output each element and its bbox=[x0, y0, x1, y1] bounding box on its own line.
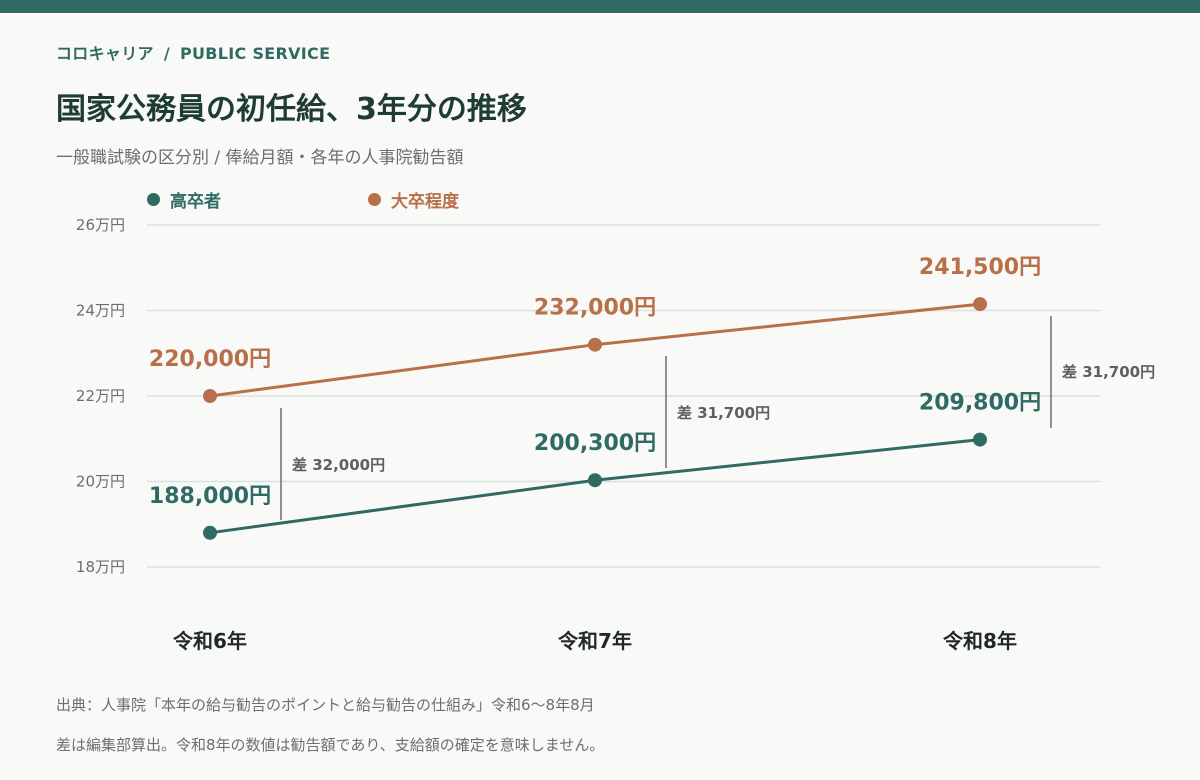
data-point bbox=[588, 337, 602, 352]
data-point bbox=[203, 525, 217, 540]
calculation-note: 差は編集部算出。令和8年の数値は勧告額であり、支給額の確定を意味しません。 bbox=[56, 736, 605, 754]
brand-name[interactable]: コロキャリア bbox=[56, 44, 154, 63]
y-tick-label: 18万円 bbox=[76, 558, 125, 576]
legend-marker-university bbox=[368, 193, 381, 206]
breadcrumb-separator: / bbox=[163, 44, 170, 63]
data-label: 200,300円 bbox=[534, 431, 656, 456]
x-tick-label: 令和8年 bbox=[943, 629, 1017, 653]
data-label: 209,800円 bbox=[919, 391, 1041, 416]
section-name[interactable]: PUBLIC SERVICE bbox=[179, 44, 331, 63]
label-layer: 令和6年 令和7年 令和8年 188,000円 200,300円 209,800円 220,… bbox=[149, 255, 1041, 653]
y-tick-label: 24万円 bbox=[76, 302, 125, 320]
y-tick-label: 22万円 bbox=[76, 387, 125, 405]
source-note: 出典：人事院「本年の給与勧告のポイントと給与勧告の仕組み」令和6〜8年8月 bbox=[56, 696, 595, 714]
grid-layer: 18万円 20万円 22万円 24万円 26万円 bbox=[76, 216, 1100, 576]
data-label: 220,000円 bbox=[149, 347, 271, 372]
data-label: 241,500円 bbox=[919, 255, 1041, 280]
data-label: 232,000円 bbox=[534, 296, 656, 321]
data-point bbox=[588, 473, 602, 488]
legend-item-university: 大卒程度 bbox=[368, 187, 459, 212]
y-tick-label: 20万円 bbox=[76, 473, 125, 491]
y-tick-label: 26万円 bbox=[76, 216, 125, 234]
data-point bbox=[973, 297, 987, 312]
legend-label-high-school: 高卒者 bbox=[170, 192, 221, 212]
data-point bbox=[973, 432, 987, 447]
data-label: 188,000円 bbox=[149, 484, 271, 509]
difference-label: 差 32,000円 bbox=[292, 456, 385, 474]
top-accent-bar bbox=[0, 0, 1200, 13]
data-point bbox=[203, 389, 217, 403]
breadcrumb: コロキャリア / PUBLIC SERVICE bbox=[56, 40, 330, 64]
series-layer bbox=[203, 297, 987, 540]
x-tick-label: 令和7年 bbox=[558, 629, 632, 653]
legend-marker-high-school bbox=[147, 193, 160, 206]
page-title: 国家公務員の初任給、3年分の推移 bbox=[56, 92, 527, 127]
legend-item-high-school: 高卒者 bbox=[147, 187, 221, 212]
difference-label: 差 31,700円 bbox=[677, 404, 770, 422]
difference-label: 差 31,700円 bbox=[1062, 363, 1155, 381]
page-subtitle: 一般職試験の区分別 / 俸給月額・各年の人事院勧告額 bbox=[56, 148, 464, 168]
legend-label-university: 大卒程度 bbox=[391, 192, 459, 212]
x-tick-label: 令和6年 bbox=[173, 629, 247, 653]
